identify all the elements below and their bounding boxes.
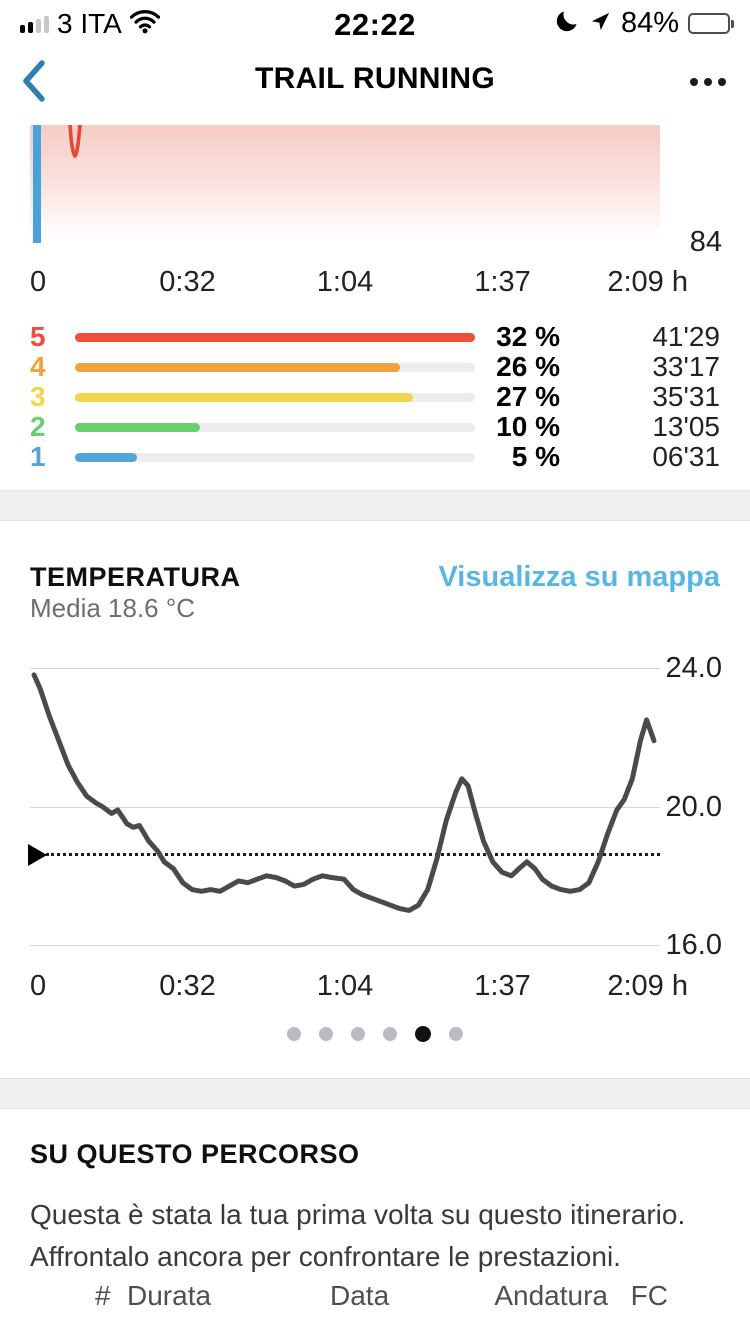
zone-bar-fill <box>75 363 401 372</box>
zone-bar-track <box>75 393 475 402</box>
x-axis-tick: 2:09 h <box>607 266 688 298</box>
pager-dot[interactable] <box>287 1027 301 1041</box>
table-header-number: # <box>95 1280 111 1311</box>
more-options-button[interactable] <box>690 72 726 92</box>
table-header-fc: FC <box>630 1280 668 1311</box>
zone-percent-label: 5 % <box>511 441 560 472</box>
zone-duration-label: 41'29 <box>652 321 720 352</box>
temp-y-tick: 16.0 <box>665 929 722 961</box>
route-description-line: Affrontalo ancora per confrontare le pre… <box>30 1241 621 1272</box>
x-axis-tick: 2:09 h <box>607 970 688 1002</box>
battery-percent-label: 84% <box>620 7 679 39</box>
location-arrow-icon <box>589 10 612 38</box>
zone-bar-fill <box>75 453 138 462</box>
do-not-disturb-moon-icon <box>554 8 580 39</box>
zone-row: 3 27 % 35'31 <box>0 382 750 412</box>
zone-duration-label: 13'05 <box>652 411 720 442</box>
section-separator <box>0 1078 750 1109</box>
temp-y-tick: 20.0 <box>665 791 722 823</box>
table-header-andatura: Andatura <box>494 1280 608 1311</box>
route-section-title: SU QUESTO PERCORSO <box>30 1139 360 1169</box>
zone-duration-label: 06'31 <box>652 441 720 472</box>
x-axis-tick: 0:32 <box>159 970 216 1002</box>
average-marker <box>28 843 47 866</box>
zone-percent-label: 27 % <box>496 381 560 412</box>
gridline <box>30 945 660 946</box>
temperature-section-title: TEMPERATURA <box>30 562 241 592</box>
carrier-label: 3 ITA <box>57 8 122 39</box>
comparison-table-header: # Durata Data Andatura FC <box>0 1280 750 1312</box>
pager <box>0 1026 750 1042</box>
gridline <box>30 807 660 808</box>
zone-number: 3 <box>30 381 46 412</box>
zone-bar-fill <box>75 423 201 432</box>
hr-axis-label: 84 <box>689 226 722 258</box>
zone-row: 1 5 % 06'31 <box>0 442 750 472</box>
pager-dot-active[interactable] <box>415 1026 431 1042</box>
table-header-durata: Durata <box>127 1280 212 1311</box>
route-description: Questa è stata la tua prima volta su que… <box>30 1194 750 1278</box>
zone-row: 4 26 % 33'17 <box>0 352 750 382</box>
status-bar: 3 ITA 22:22 84% <box>0 0 750 46</box>
zone-number: 1 <box>30 441 46 472</box>
zone-number: 4 <box>30 351 46 382</box>
page-title: TRAIL RUNNING <box>254 62 495 95</box>
hr-line-spike <box>68 125 82 158</box>
view-on-map-link[interactable]: Visualizza su mappa <box>438 561 720 593</box>
temperature-line <box>31 672 657 913</box>
pager-dot[interactable] <box>449 1027 463 1041</box>
route-description-line: Questa è stata la tua prima volta su que… <box>30 1199 686 1230</box>
hr-start-bar <box>33 125 41 243</box>
table-header-data: Data <box>330 1280 390 1311</box>
zone-bar-track <box>75 453 475 462</box>
battery-nub <box>731 20 734 28</box>
zone-row: 5 32 % 41'29 <box>0 322 750 352</box>
zone-duration-label: 33'17 <box>652 351 720 382</box>
temperature-average-label: Media 18.6 °C <box>30 593 196 623</box>
x-axis-tick: 1:37 <box>474 970 531 1002</box>
zone-bar-track <box>75 423 475 432</box>
zone-bar-track <box>75 333 475 342</box>
zone-bar-track <box>75 363 475 372</box>
clock: 22:22 <box>334 7 416 42</box>
x-axis-tick: 1:37 <box>474 266 531 298</box>
zone-chart: 5 32 % 41'29 4 26 % 33'17 3 27 % 35'31 2 10 % 13'05… <box>0 322 750 472</box>
gridline <box>30 668 660 669</box>
pager-dot[interactable] <box>351 1027 365 1041</box>
zone-percent-label: 32 % <box>496 321 560 352</box>
average-line <box>46 853 660 857</box>
x-axis-tick: 0:32 <box>159 266 216 298</box>
zone-percent-label: 10 % <box>496 411 560 442</box>
section-separator <box>0 490 750 521</box>
pager-dot[interactable] <box>319 1027 333 1041</box>
zone-bar-fill <box>75 393 413 402</box>
zone-number: 5 <box>30 321 46 352</box>
x-axis-tick: 1:04 <box>316 266 374 298</box>
zone-duration-label: 35'31 <box>652 381 720 412</box>
zone-row: 2 10 % 13'05 <box>0 412 750 442</box>
temperature-chart <box>28 655 660 955</box>
x-axis-tick: 0 <box>30 266 47 298</box>
wifi-icon <box>129 9 160 39</box>
zone-number: 2 <box>30 411 46 442</box>
temp-y-tick: 24.0 <box>665 652 722 684</box>
battery-icon <box>688 13 734 34</box>
back-button[interactable] <box>16 56 56 108</box>
heart-rate-chart <box>30 125 660 243</box>
zone-bar-fill <box>75 333 475 342</box>
temp-x-axis: 0 0:32 1:04 1:37 2:09 h <box>30 970 688 1004</box>
hr-x-axis: 0 0:32 1:04 1:37 2:09 h <box>30 266 688 300</box>
x-axis-tick: 1:04 <box>316 970 374 1002</box>
pager-dot[interactable] <box>383 1027 397 1041</box>
cell-signal-icon <box>20 15 49 33</box>
header: TRAIL RUNNING <box>0 46 750 118</box>
zone-percent-label: 26 % <box>496 351 560 382</box>
x-axis-tick: 0 <box>30 970 47 1002</box>
